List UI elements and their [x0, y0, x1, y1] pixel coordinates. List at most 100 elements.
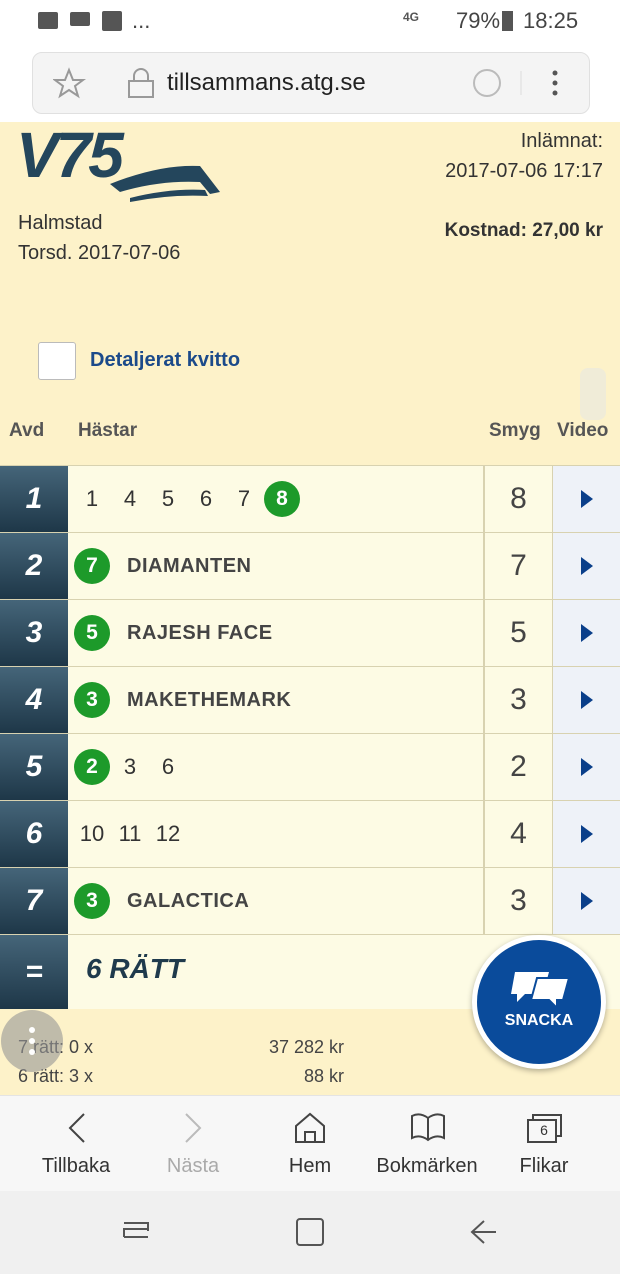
url[interactable]: tillsammans.atg.se: [167, 69, 366, 96]
more-notifications: ...: [132, 8, 151, 33]
horse-number: 5: [161, 486, 175, 511]
chat-button[interactable]: SNACKA: [472, 935, 606, 1069]
payout-amount: 88 kr: [303, 1066, 344, 1086]
result-text: 6 RÄTT: [86, 953, 184, 984]
winning-horse: 5: [74, 615, 110, 651]
detailed-receipt[interactable]: Detaljerat kvitto: [90, 349, 241, 371]
system-nav: [0, 1191, 620, 1274]
horses: 3 MAKETHEMARK: [68, 667, 483, 733]
race-number: 6: [0, 801, 68, 867]
column-header: Avd: [9, 420, 45, 441]
column-header: Video: [557, 420, 609, 441]
chat-label[interactable]: SNACKA: [504, 1012, 574, 1029]
date: Torsd. 2017-07-06: [18, 242, 181, 264]
horse-number: 4: [123, 486, 137, 511]
video-button[interactable]: [552, 801, 620, 867]
horse-number: 3: [123, 754, 137, 779]
track: Halmstad: [18, 212, 103, 234]
video-button[interactable]: [552, 533, 620, 599]
receipt: V75 Halmstad Torsd. 2017-07-06 Inlämnat:…: [0, 119, 620, 1095]
smyg: 8: [483, 466, 552, 532]
clock: 18:25: [523, 8, 579, 33]
cost: Kostnad: 27,00 kr: [444, 220, 603, 241]
race-number: 3: [0, 600, 68, 666]
status-bar: ... 4G 79% 18:25: [0, 0, 620, 42]
winning-horse: 3: [74, 883, 110, 919]
race-row: 4 3 MAKETHEMARK 3: [0, 667, 620, 734]
battery: 79%: [456, 8, 501, 33]
smyg: 3: [483, 667, 552, 733]
table: 1 1 4 5 6 7 8 8 2 7 DIAMANTEN 7 3 5 RAJESH FACE 5 4 3 MAKE…: [0, 465, 620, 1009]
race-number: 1: [0, 466, 68, 532]
tabs[interactable]: Flikar: [519, 1155, 569, 1177]
winning-horse: 8: [264, 481, 300, 517]
horse-name: GALACTICA: [127, 889, 250, 912]
video-button[interactable]: [552, 667, 620, 733]
url-actions: [473, 69, 558, 97]
notification-icons: [38, 11, 122, 31]
scroll-handle[interactable]: [580, 368, 606, 420]
submitted-label: Inlämnat:: [520, 130, 603, 152]
horse-name: RAJESH FACE: [127, 621, 273, 644]
horse-number: 10: [79, 821, 105, 846]
horse-number: 6: [161, 754, 175, 779]
horses: 5 RAJESH FACE: [68, 600, 483, 666]
next[interactable]: Nästa: [166, 1155, 220, 1177]
bookmarks[interactable]: Bokmärken: [376, 1155, 478, 1177]
winning-horse: 2: [74, 749, 110, 785]
url-bar[interactable]: tillsammans.atg.se: [32, 52, 590, 114]
browser-nav: 6: [0, 1095, 620, 1192]
home[interactable]: Hem: [288, 1155, 332, 1177]
menu-fab[interactable]: [1, 1010, 63, 1072]
column-header: Hästar: [78, 420, 138, 441]
horse-number: 1: [85, 486, 99, 511]
smyg: 7: [483, 533, 552, 599]
race-number: 7: [0, 868, 68, 934]
logo-horse: [110, 165, 220, 202]
logo: V75: [16, 119, 124, 191]
result-symbol: =: [0, 935, 68, 1009]
race-row: 6 10 11 12 4: [0, 801, 620, 868]
table-header: Avd Hästar Smyg Video: [0, 420, 620, 448]
smyg: 4: [483, 801, 552, 867]
winning-horse: 3: [74, 682, 110, 718]
battery-icon: [502, 11, 513, 31]
submitted-time: 2017-07-06 17:17: [445, 160, 603, 182]
horse-name: DIAMANTEN: [127, 554, 252, 577]
smyg: 3: [483, 868, 552, 934]
race-row: 7 3 GALACTICA 3: [0, 868, 620, 935]
url-icons: [53, 67, 154, 99]
horse-number: 11: [118, 821, 142, 846]
video-button[interactable]: [552, 600, 620, 666]
column-header: Smyg: [489, 420, 541, 441]
horse-number: 6: [199, 486, 213, 511]
horse-name: MAKETHEMARK: [127, 688, 292, 711]
smyg: 2: [483, 734, 552, 800]
horses: 10 11 12: [68, 801, 483, 867]
race-number: 5: [0, 734, 68, 800]
video-button[interactable]: [552, 466, 620, 532]
race-row: 2 7 DIAMANTEN 7: [0, 533, 620, 600]
horses: 3 GALACTICA: [68, 868, 483, 934]
smyg: 5: [483, 600, 552, 666]
payout-amount: 37 282 kr: [268, 1037, 344, 1057]
tab-count: 6: [540, 1122, 548, 1138]
checkbox[interactable]: [38, 342, 76, 380]
race-number: 4: [0, 667, 68, 733]
race-number: 2: [0, 533, 68, 599]
network: 4G: [403, 10, 420, 24]
back[interactable]: Tillbaka: [41, 1155, 111, 1177]
horse-number: 12: [155, 821, 181, 846]
race-row: 3 5 RAJESH FACE 5: [0, 600, 620, 667]
horse-number: 7: [237, 486, 251, 511]
winning-horse: 7: [74, 548, 110, 584]
nav-icons: [68, 1112, 562, 1143]
horses: 7 DIAMANTEN: [68, 533, 483, 599]
video-button[interactable]: [552, 868, 620, 934]
video-button[interactable]: [552, 734, 620, 800]
